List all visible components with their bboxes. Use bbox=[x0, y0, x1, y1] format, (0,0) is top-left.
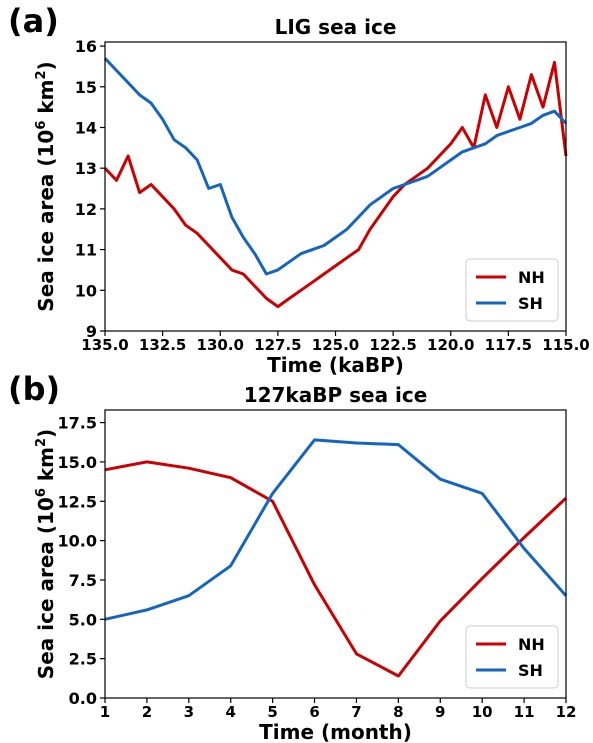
y-axis-label: Sea ice area (106 km2) bbox=[34, 61, 58, 311]
x-tick-label: 125.0 bbox=[312, 336, 359, 354]
x-tick-label: 1 bbox=[100, 703, 110, 721]
y-axis-label: Sea ice area (106 km2) bbox=[34, 429, 58, 679]
x-tick-label: 8 bbox=[393, 703, 403, 721]
x-tick-label: 130.0 bbox=[197, 336, 244, 354]
series-line bbox=[103, 57, 568, 276]
legend-box bbox=[465, 258, 559, 322]
y-axis-label-part: 2 bbox=[34, 70, 49, 79]
series-line bbox=[103, 60, 568, 309]
x-axis-label: Time (month) bbox=[259, 720, 412, 743]
y-axis-label-part: Sea ice area (10 bbox=[34, 130, 58, 312]
plot-frame bbox=[104, 409, 567, 699]
y-tick-label: 5.0 bbox=[69, 610, 97, 629]
chart-title: LIG sea ice bbox=[275, 15, 397, 39]
y-axis-label-part: 6 bbox=[34, 488, 49, 497]
y-tick-label: 2.5 bbox=[69, 650, 97, 669]
legend-label: SH bbox=[518, 294, 543, 313]
x-tick-label: 12 bbox=[556, 703, 577, 721]
y-axis-label-part: 2 bbox=[34, 438, 49, 447]
y-tick-label: 16 bbox=[75, 37, 97, 56]
x-tick-label: 117.5 bbox=[485, 336, 532, 354]
panel-label: (b) bbox=[8, 370, 60, 408]
chart-title: 127kaBP sea ice bbox=[244, 383, 428, 407]
y-axis-label-part: Sea ice area (10 bbox=[34, 497, 58, 679]
y-tick-label: 12 bbox=[75, 200, 97, 219]
y-axis-label-part: km bbox=[34, 80, 58, 121]
x-tick-label: 122.5 bbox=[369, 336, 416, 354]
x-tick-label: 135.0 bbox=[81, 336, 128, 354]
y-tick-label: 10.0 bbox=[58, 532, 97, 551]
y-axis-label-part: ) bbox=[34, 61, 58, 70]
y-tick-label: 17.5 bbox=[58, 414, 97, 433]
x-tick-label: 10 bbox=[472, 703, 493, 721]
y-tick-label: 15 bbox=[75, 78, 97, 97]
legend-label: SH bbox=[518, 661, 543, 680]
x-tick-label: 3 bbox=[184, 703, 194, 721]
y-tick-label: 9 bbox=[86, 322, 97, 341]
plot-frame bbox=[104, 41, 567, 332]
y-tick-label: 0.0 bbox=[69, 689, 97, 708]
y-axis-label-part: 6 bbox=[34, 121, 49, 130]
x-tick-label: 4 bbox=[226, 703, 236, 721]
panel-label: (a) bbox=[8, 2, 59, 40]
x-tick-label: 9 bbox=[435, 703, 445, 721]
y-axis-label-part: ) bbox=[34, 429, 58, 438]
y-tick-label: 13 bbox=[75, 159, 97, 178]
x-tick-label: 2 bbox=[142, 703, 152, 721]
y-tick-label: 12.5 bbox=[58, 492, 97, 511]
x-tick-label: 5 bbox=[267, 703, 277, 721]
x-tick-label: 11 bbox=[514, 703, 535, 721]
x-tick-label: 127.5 bbox=[254, 336, 301, 354]
y-tick-label: 7.5 bbox=[69, 571, 97, 590]
x-tick-label: 120.0 bbox=[427, 336, 474, 354]
y-tick-label: 10 bbox=[75, 281, 97, 300]
legend-label: NH bbox=[518, 268, 545, 287]
x-tick-label: 6 bbox=[309, 703, 319, 721]
legend-label: NH bbox=[518, 635, 545, 654]
y-tick-label: 14 bbox=[75, 118, 97, 137]
series-line bbox=[104, 438, 568, 621]
x-tick-label: 7 bbox=[351, 703, 361, 721]
x-tick-label: 132.5 bbox=[139, 336, 186, 354]
x-axis-label: Time (kaBP) bbox=[267, 353, 404, 377]
y-axis-label-part: km bbox=[34, 447, 58, 488]
x-tick-label: 115.0 bbox=[542, 336, 589, 354]
y-tick-label: 15.0 bbox=[58, 453, 97, 472]
series-line bbox=[104, 460, 568, 678]
y-tick-label: 11 bbox=[75, 241, 97, 260]
legend-box bbox=[465, 625, 559, 689]
